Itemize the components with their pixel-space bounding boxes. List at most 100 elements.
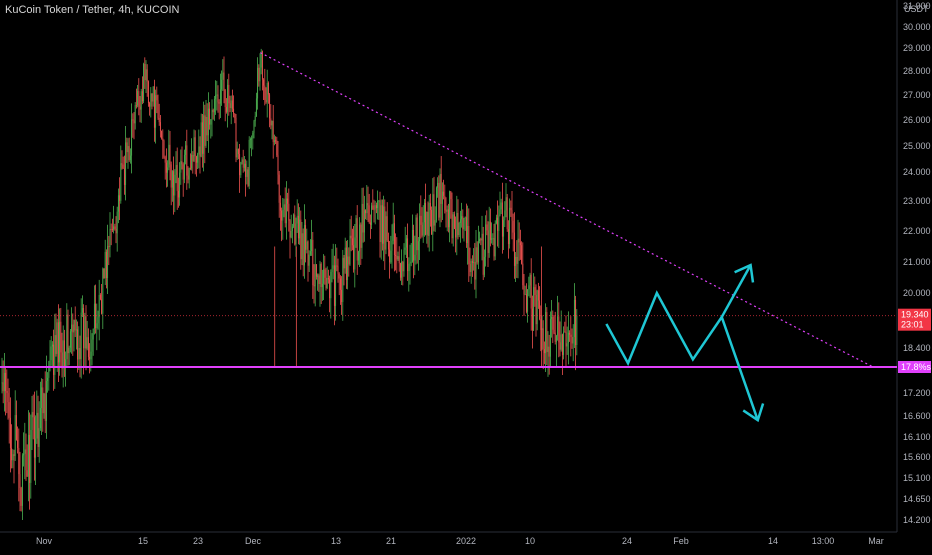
candle-body: [425, 202, 427, 235]
candle-body: [399, 263, 401, 278]
candle-body: [105, 251, 107, 279]
candle-body: [540, 318, 542, 330]
y-tick-label: 18.400: [903, 343, 931, 353]
candle-body: [73, 319, 75, 333]
candle-body: [101, 299, 103, 314]
candle-body: [19, 474, 21, 489]
candle-body: [551, 317, 553, 319]
candle-body: [187, 175, 189, 180]
candle-body: [294, 214, 296, 245]
candle-body: [457, 212, 459, 236]
candle-body: [119, 195, 121, 201]
candle-body: [222, 72, 224, 80]
candle-body: [410, 261, 412, 263]
candle-body: [521, 245, 523, 264]
candle-body: [215, 95, 217, 99]
candle-body: [441, 191, 443, 204]
candle-body: [63, 340, 65, 368]
candle-body: [426, 211, 428, 235]
candle-body: [325, 277, 327, 289]
candle-body: [127, 146, 129, 153]
candle-body: [317, 275, 319, 277]
candle-body: [369, 222, 371, 225]
candle-body: [284, 204, 286, 224]
candle-body: [373, 209, 375, 211]
candle-body: [359, 224, 361, 252]
candle-body: [74, 319, 76, 331]
candle-body: [390, 250, 392, 263]
candle-body: [523, 285, 525, 295]
candle-body: [55, 335, 57, 354]
candle-body: [253, 121, 255, 133]
candle-body: [315, 264, 317, 277]
candle-body: [123, 168, 125, 185]
candle-body: [282, 209, 284, 221]
candle-body: [283, 204, 285, 210]
candle-body: [122, 164, 124, 169]
projection-alt-path: [720, 264, 752, 318]
candle-body: [269, 94, 271, 119]
candle-body: [409, 262, 411, 264]
candle-body: [361, 203, 363, 248]
x-tick-label: Mar: [868, 536, 884, 546]
candle-body: [421, 224, 423, 236]
candle-body: [527, 289, 529, 312]
x-tick-label: Dec: [245, 536, 262, 546]
candle-body: [67, 314, 69, 354]
chart-title: KuCoin Token / Tether, 4h, KUCOIN: [5, 4, 180, 16]
candle-body: [115, 228, 117, 234]
candle-body: [36, 412, 38, 439]
candle-body: [139, 106, 141, 110]
candle-body: [403, 249, 405, 272]
candle-body: [428, 202, 430, 236]
candle-body: [128, 146, 130, 161]
candle-body: [203, 115, 205, 154]
candle-body: [173, 171, 175, 196]
candle-body: [236, 148, 238, 158]
candle-body: [25, 449, 27, 471]
candle-body: [95, 303, 97, 329]
y-tick-label: 14.200: [903, 515, 931, 525]
candle-body: [333, 265, 335, 306]
candle-body: [395, 254, 397, 256]
candle-body: [451, 199, 453, 239]
candle-body: [116, 211, 118, 234]
candle-body: [206, 116, 208, 136]
candle-body: [450, 191, 452, 200]
candle-body: [193, 137, 195, 162]
candle-body: [440, 173, 442, 204]
candle-body: [90, 351, 92, 360]
candle-body: [31, 412, 33, 430]
candle-body: [47, 377, 49, 381]
candle-body: [246, 169, 248, 177]
candle-body: [8, 402, 10, 418]
candle-body: [30, 429, 32, 483]
candle-body: [93, 303, 95, 329]
candle-body: [486, 224, 488, 231]
candle-body: [264, 85, 266, 101]
candle-body: [408, 263, 410, 272]
candle-body: [379, 200, 381, 243]
candle-body: [475, 247, 477, 280]
x-tick-label: 15: [138, 536, 148, 546]
candle-body: [254, 116, 256, 122]
x-tick-label: Feb: [673, 536, 689, 546]
candle-body: [402, 262, 404, 272]
candle-body: [11, 447, 13, 461]
candle-body: [378, 200, 380, 202]
candle-body: [132, 119, 134, 121]
candle-body: [104, 251, 106, 279]
candle-body: [516, 256, 518, 264]
candle-body: [492, 238, 494, 240]
countdown-label: 23:01: [901, 320, 924, 330]
candle-body: [159, 122, 161, 131]
candle-body: [319, 263, 321, 284]
y-tick-label: 21.000: [903, 257, 931, 267]
candle-body: [252, 132, 254, 139]
candle-body: [66, 314, 68, 360]
candle-body: [437, 182, 439, 188]
candle-body: [356, 218, 358, 261]
y-tick-label: 29.000: [903, 43, 931, 53]
